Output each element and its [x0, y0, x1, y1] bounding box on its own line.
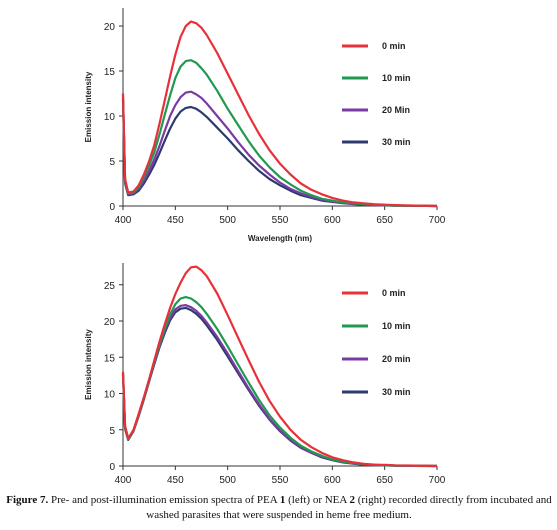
- series-line: [121, 20, 438, 208]
- y-tick-label: 20: [104, 317, 116, 328]
- legend-label: 0 min: [382, 288, 406, 298]
- y-tick-label: 15: [104, 353, 116, 364]
- caption-part: Pre- and post-illumination emission spec…: [48, 494, 280, 506]
- legend-label: 0 min: [382, 41, 406, 51]
- chart-top: 400 450 500 550 600 650 700 0 5 10 15 20 Emission in…: [0, 0, 557, 263]
- x-tick-label: 500: [219, 215, 236, 226]
- y-axis-title: Emission intensity: [84, 329, 93, 400]
- x-tick-label: 600: [324, 215, 341, 226]
- x-tick-label: 400: [115, 475, 132, 486]
- caption-part: (right) recorded directly from incubated…: [146, 494, 552, 521]
- series-line: [121, 265, 438, 468]
- x-tick-label: 550: [272, 475, 289, 486]
- x-tick-label: 650: [376, 475, 393, 486]
- caption-part-bold: 1: [279, 494, 286, 506]
- x-tick-label: 700: [429, 475, 446, 486]
- y-tick-label: 10: [104, 390, 116, 401]
- legend-label: 10 min: [382, 73, 411, 83]
- legend-label: 30 min: [382, 387, 411, 397]
- caption-part-bold: 2: [349, 494, 356, 506]
- y-tick-label: 0: [109, 202, 115, 213]
- x-tick-label: 600: [324, 475, 341, 486]
- emission-chart-nea: 400 450 500 550 600 650 700 0 5 10 15 20 25 Emission …: [84, 263, 446, 486]
- caption-part: (left) or NEA: [285, 494, 350, 506]
- x-tick-label: 550: [272, 215, 289, 226]
- y-tick-label: 10: [104, 112, 116, 123]
- caption-label: Figure 7.: [6, 494, 49, 506]
- legend-label: 20 min: [382, 354, 411, 364]
- x-tick-label: 500: [219, 475, 236, 486]
- caption-text: Pre- and post-illumination emission spec…: [48, 494, 552, 521]
- x-tick-label: 700: [429, 215, 446, 226]
- legend-label: 20 Min: [382, 105, 410, 115]
- emission-chart-pea: 400 450 500 550 600 650 700 0 5 10 15 20 Emission in…: [84, 8, 446, 243]
- y-tick-label: 15: [104, 67, 116, 78]
- x-tick-label: 450: [167, 475, 184, 486]
- legend-label: 10 min: [382, 321, 411, 331]
- y-tick-label: 0: [109, 462, 115, 473]
- y-tick-label: 5: [109, 426, 115, 437]
- chart-bottom: 400 450 500 550 600 650 700 0 5 10 15 20 25 Emission …: [0, 258, 557, 493]
- y-tick-label: 20: [104, 22, 116, 33]
- figure-caption: Figure 7. Pre- and post-illumination emi…: [6, 493, 552, 523]
- x-tick-label: 450: [167, 215, 184, 226]
- y-tick-label: 25: [104, 281, 116, 292]
- x-tick-label: 650: [376, 215, 393, 226]
- y-axis-title: Emission intensity: [84, 71, 93, 142]
- x-tick-label: 400: [115, 215, 132, 226]
- x-axis-title: Wavelength (nm): [248, 234, 312, 243]
- legend-label: 30 min: [382, 137, 411, 147]
- y-tick-label: 5: [109, 157, 115, 168]
